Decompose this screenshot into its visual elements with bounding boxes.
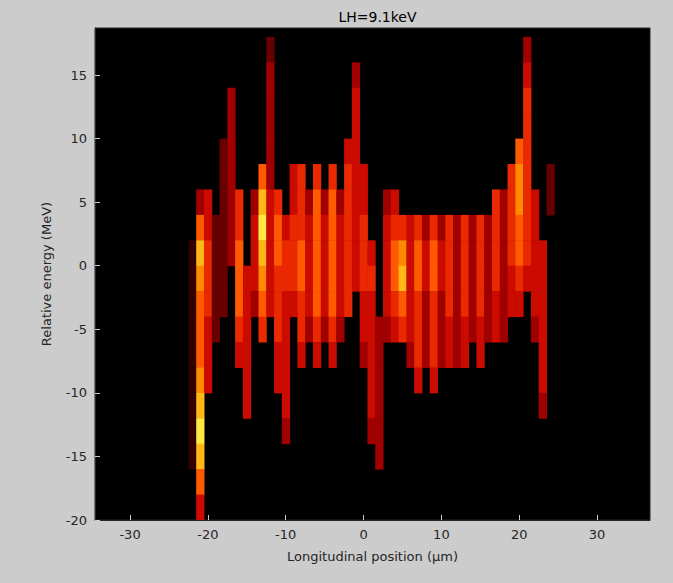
svg-text:-30: -30 xyxy=(119,527,140,542)
svg-text:-10: -10 xyxy=(275,527,296,542)
svg-text:15: 15 xyxy=(70,68,87,83)
svg-text:Relative energy (MeV): Relative energy (MeV) xyxy=(39,202,54,346)
svg-text:30: 30 xyxy=(589,527,606,542)
svg-text:20: 20 xyxy=(511,527,528,542)
svg-text:0: 0 xyxy=(359,527,367,542)
svg-text:-15: -15 xyxy=(66,449,87,464)
svg-text:-20: -20 xyxy=(197,527,218,542)
svg-text:Longitudinal position (µm): Longitudinal position (µm) xyxy=(287,549,458,564)
svg-text:-5: -5 xyxy=(74,322,87,337)
svg-text:0: 0 xyxy=(79,258,87,273)
svg-text:10: 10 xyxy=(433,527,450,542)
svg-text:5: 5 xyxy=(79,195,87,210)
svg-text:-10: -10 xyxy=(66,385,87,400)
svg-text:-20: -20 xyxy=(66,513,87,528)
svg-text:LH=9.1keV: LH=9.1keV xyxy=(338,9,417,25)
svg-text:10: 10 xyxy=(70,131,87,146)
